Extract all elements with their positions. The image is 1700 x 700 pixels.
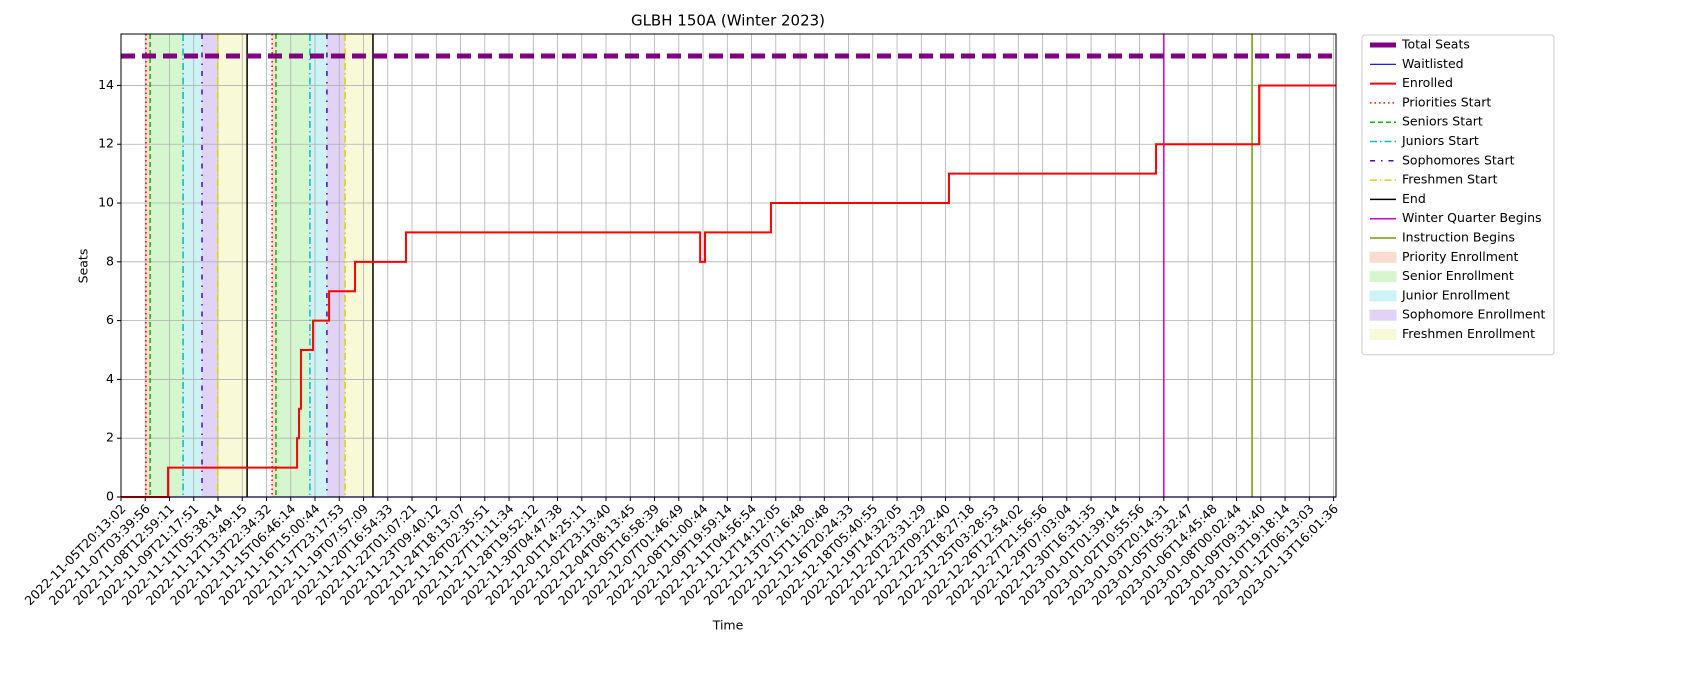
- x-axis-label: Time: [712, 618, 744, 633]
- y-tick-label: 14: [98, 77, 114, 92]
- legend-label: Sophomores Start: [1402, 152, 1515, 167]
- enrollment-span: [275, 34, 310, 497]
- y-tick-label: 12: [98, 136, 114, 151]
- legend-swatch: [1369, 290, 1397, 302]
- series-line: [121, 84, 1336, 498]
- legend-label: Sophomore Enrollment: [1402, 307, 1546, 322]
- y-tick-label: 4: [106, 371, 114, 386]
- legend-label: Freshmen Enrollment: [1402, 326, 1535, 341]
- legend: Total Seats Waitlisted Enrolled Priorities …: [1361, 34, 1555, 356]
- enrollment-span: [150, 34, 184, 497]
- enrollment-span: [202, 34, 218, 497]
- y-tick-label: 8: [106, 253, 114, 268]
- legend-label: Junior Enrollment: [1401, 287, 1510, 302]
- legend-label: Enrolled: [1402, 75, 1453, 90]
- y-tick-label: 6: [106, 312, 114, 327]
- legend-box: [1361, 34, 1555, 356]
- legend-swatch: [1369, 271, 1397, 283]
- enrollment-span: [309, 34, 327, 497]
- legend-swatch: [1369, 329, 1397, 340]
- legend-label: Total Seats: [1401, 37, 1470, 52]
- legend-label: End: [1402, 191, 1426, 206]
- y-tick-label: 0: [106, 489, 114, 504]
- enrollment-span: [326, 34, 346, 497]
- legend-label: Priorities Start: [1402, 94, 1491, 109]
- plot-frame: [120, 33, 1337, 498]
- legend-label: Freshmen Start: [1402, 172, 1498, 187]
- legend-label: Winter Quarter Begins: [1402, 210, 1542, 225]
- y-tick-label: 10: [98, 195, 114, 210]
- enrollment-span: [345, 34, 373, 497]
- legend-label: Instruction Begins: [1402, 230, 1515, 245]
- y-tick-label: 2: [106, 430, 114, 445]
- enrollment-span: [183, 34, 202, 497]
- legend-swatch: [1369, 251, 1397, 263]
- legend-swatch: [1369, 309, 1397, 321]
- enrollment-span: [145, 34, 151, 497]
- legend-label: Priority Enrollment: [1402, 249, 1519, 264]
- y-axis-label: Seats: [76, 249, 91, 284]
- enrollment-span: [217, 34, 248, 497]
- legend-label: Waitlisted: [1402, 56, 1464, 71]
- legend-label: Senior Enrollment: [1402, 268, 1514, 283]
- legend-label: Juniors Start: [1401, 133, 1479, 148]
- legend-label: Seniors Start: [1402, 114, 1483, 129]
- enrollment-span: [272, 34, 276, 497]
- chart-title: GLBH 150A (Winter 2023): [631, 12, 825, 30]
